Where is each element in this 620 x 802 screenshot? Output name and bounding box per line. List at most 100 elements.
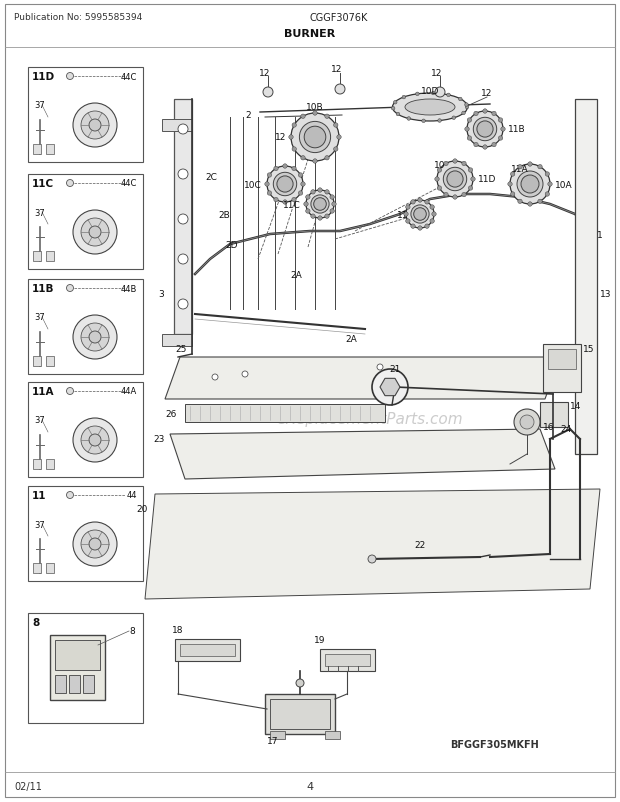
Circle shape [337,136,341,140]
Circle shape [462,193,466,197]
Circle shape [318,188,322,193]
Bar [28,486,143,581]
Circle shape [422,119,425,124]
Circle shape [263,88,273,98]
Text: 44C: 44C [121,180,137,188]
Circle shape [306,191,334,219]
Text: 37: 37 [34,209,45,217]
Circle shape [452,117,456,120]
Circle shape [66,180,74,187]
Circle shape [415,93,419,96]
Text: 10: 10 [433,160,445,169]
Circle shape [402,96,405,99]
Bar [28,175,143,269]
Circle shape [437,168,441,173]
Circle shape [467,111,503,148]
Circle shape [314,198,326,211]
Text: 44: 44 [126,491,137,500]
Circle shape [306,209,310,214]
Circle shape [372,370,408,406]
Ellipse shape [405,100,455,115]
Circle shape [66,74,74,80]
Bar [46,563,54,573]
Circle shape [538,200,542,205]
Circle shape [425,225,429,229]
Circle shape [468,187,473,191]
Circle shape [273,173,297,196]
Circle shape [405,220,410,224]
Circle shape [325,215,329,219]
Text: 10B: 10B [306,103,324,111]
Circle shape [418,226,422,231]
Bar [33,252,41,261]
Text: 2D: 2D [225,241,237,249]
Circle shape [405,205,410,210]
Circle shape [274,198,278,203]
Circle shape [518,200,522,205]
Text: 17: 17 [267,736,278,746]
Bar [83,675,94,693]
Bar [540,403,568,427]
Text: 12: 12 [481,88,493,97]
Circle shape [444,162,448,166]
Circle shape [313,160,317,164]
Circle shape [462,162,466,166]
Circle shape [508,183,512,187]
Circle shape [89,227,101,239]
Circle shape [289,136,293,140]
Circle shape [377,365,383,371]
Circle shape [283,164,287,169]
Bar [33,563,41,573]
Circle shape [411,205,429,224]
Text: 21: 21 [389,365,401,374]
Circle shape [325,156,329,160]
Circle shape [443,168,467,192]
Circle shape [313,111,317,116]
Circle shape [425,200,429,205]
Circle shape [404,213,408,217]
Circle shape [548,183,552,187]
Circle shape [414,209,427,221]
Circle shape [467,136,472,141]
Circle shape [242,371,248,378]
Bar [69,675,80,693]
Circle shape [73,419,117,463]
Circle shape [332,203,336,207]
Circle shape [411,225,415,229]
Text: 44B: 44B [121,284,137,294]
Text: 23: 23 [154,435,165,444]
Text: 1: 1 [597,230,603,239]
Circle shape [89,119,101,132]
Text: 26: 26 [166,410,177,419]
Text: 44A: 44A [121,387,137,396]
Circle shape [406,200,434,229]
Circle shape [446,94,450,98]
Text: 37: 37 [34,313,45,322]
Circle shape [296,679,304,687]
Bar [320,649,375,671]
Circle shape [325,115,329,119]
Text: CGGF3076K: CGGF3076K [310,13,368,23]
Bar [325,654,370,666]
Text: 11B: 11B [32,284,55,294]
Bar [174,100,192,334]
Text: 24: 24 [560,425,571,434]
Circle shape [73,316,117,359]
Circle shape [462,112,466,115]
Circle shape [178,170,188,180]
Text: 2A: 2A [290,270,302,279]
Text: 11C: 11C [32,179,54,188]
Text: 18: 18 [172,626,184,634]
Circle shape [521,176,539,194]
Text: 25: 25 [175,345,187,354]
Circle shape [453,196,457,200]
Circle shape [301,156,305,160]
Circle shape [267,192,272,196]
Circle shape [81,323,109,351]
Bar [270,731,285,739]
Bar [548,350,576,370]
Circle shape [301,183,305,187]
Circle shape [538,165,542,170]
Circle shape [66,492,74,499]
Circle shape [267,173,272,178]
